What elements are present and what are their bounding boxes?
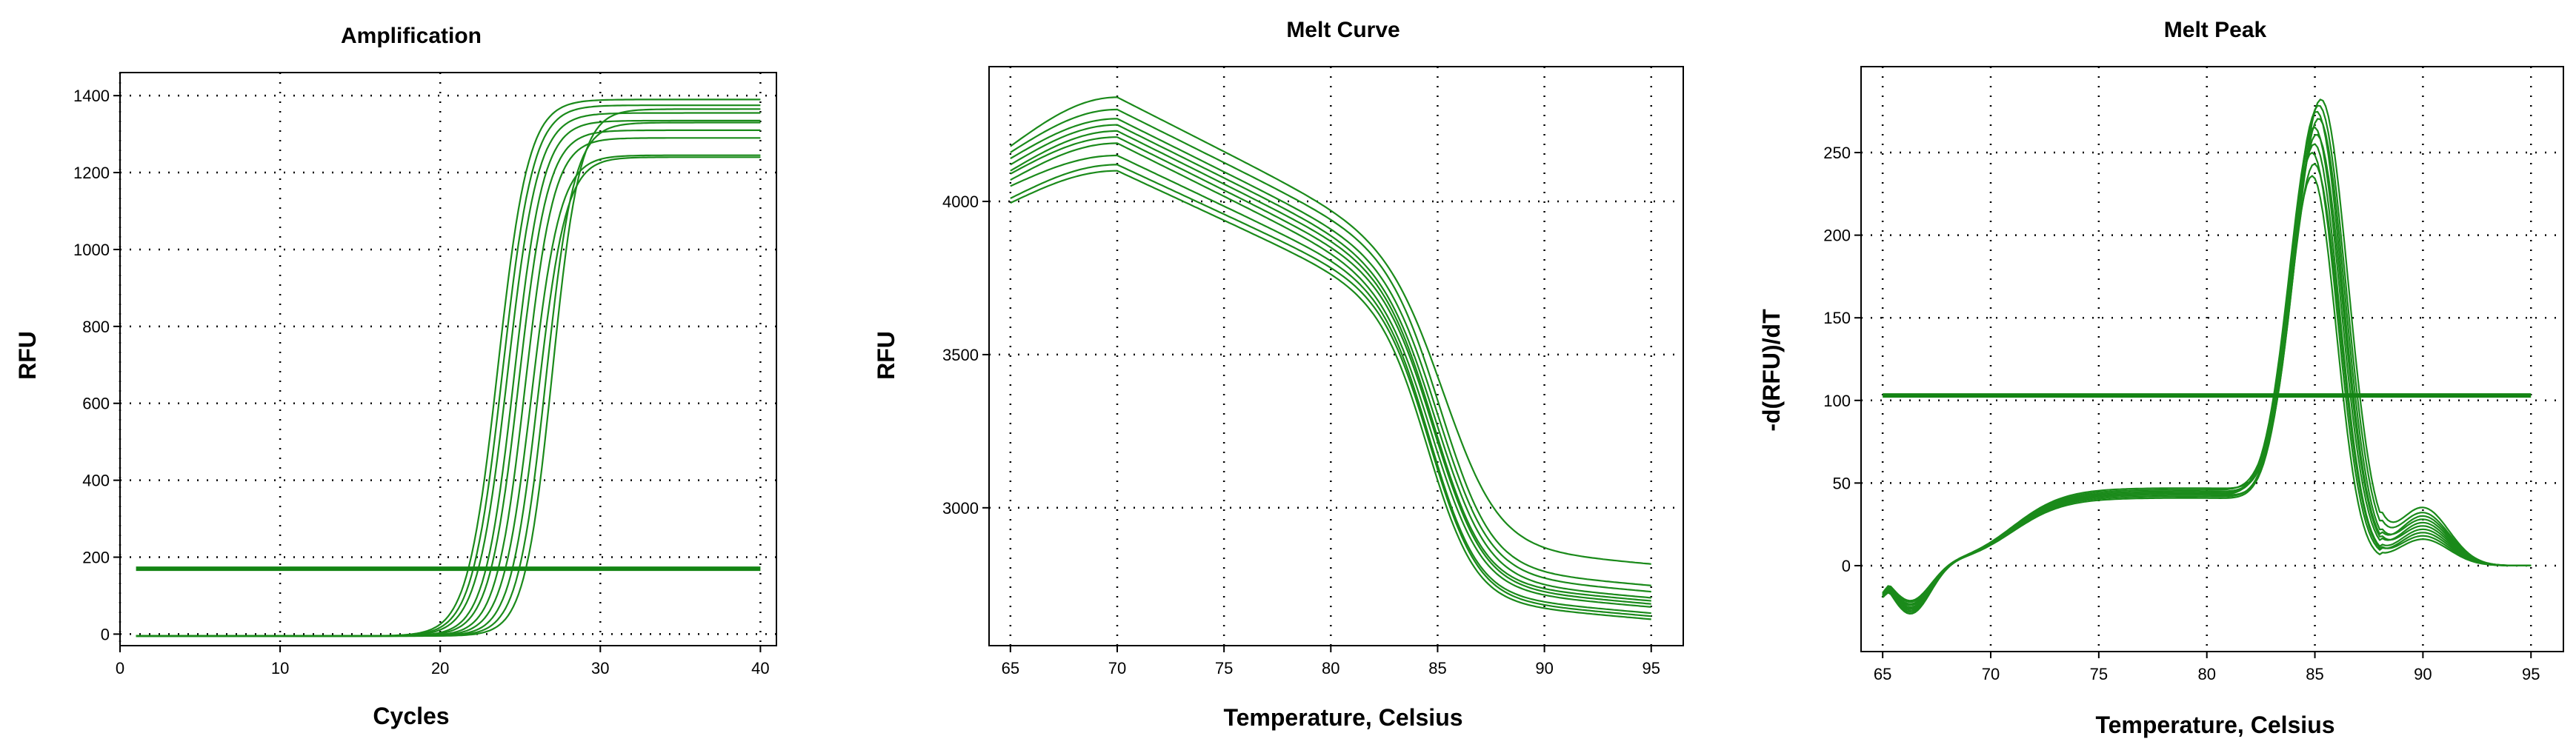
chart-melt-peak: Melt Peak Temperature, Celsius -d(RFU)/d… [1758,18,2564,738]
y-axis-label: RFU [14,331,41,380]
y-tick-label: 1200 [73,164,110,182]
x-tick-label: 40 [751,659,769,677]
plot-frame [988,66,1684,646]
y-tick-label: 4000 [942,193,979,211]
series-line [136,119,761,637]
y-tick-label: 800 [82,318,110,336]
x-tick-label: 65 [1874,665,1891,683]
x-tick-label: 75 [2090,665,2108,683]
plot-frame [119,72,777,646]
chart-amplification: Amplification Cycles RFU 0 10 20 30 40020040… [14,24,777,729]
x-tick-label: 85 [2306,665,2323,683]
series-line [136,121,761,637]
y-tick-label: 400 [82,472,110,490]
x-tick-label: 85 [1428,659,1446,677]
x-tick-label: 65 [1002,659,1019,677]
x-tick-label: 90 [2414,665,2432,683]
series-line [1882,175,2532,610]
y-tick-label: 200 [1823,227,1851,245]
x-tick-label: 30 [591,659,609,677]
x-tick-label: 95 [1643,659,1660,677]
series-line [136,108,761,637]
series-line [1010,118,1651,593]
series-line [136,98,761,637]
y-tick-label: 50 [1833,474,1851,492]
y-tick-label: 150 [1823,309,1851,327]
x-axis-label: Cycles [373,703,449,729]
x-tick-label: 80 [2197,665,2215,683]
x-axis-label: Temperature, Celsius [1223,704,1462,731]
chart-title: Melt Curve [1286,18,1400,42]
x-tick-label: 70 [1982,665,2000,683]
series-line [1882,118,2532,603]
chart-title: Amplification [341,24,482,48]
y-axis-label: RFU [873,331,899,380]
series-line [1010,124,1651,599]
plot-area: 65 70 75 80 85 90 95 3000 3500 4000 [942,66,1684,677]
series-line [136,156,761,637]
series-line [1010,164,1651,618]
chart-melt-curve: Melt Curve Temperature, Celsius RFU 65 70… [873,18,1684,731]
series-line [1010,96,1651,565]
series-line [1010,142,1651,608]
series-line [1010,108,1651,586]
x-tick-label: 95 [2522,665,2540,683]
series-line [136,137,761,637]
series-line [1010,154,1651,615]
series-line [1882,163,2532,602]
x-tick-label: 80 [1322,659,1339,677]
plot-frame [1860,66,2564,652]
x-tick-label: 70 [1108,659,1126,677]
x-tick-label: 20 [431,659,449,677]
x-tick-label: 90 [1535,659,1553,677]
y-tick-label: 3000 [942,499,979,518]
y-axis-label: -d(RFU)/dT [1758,309,1785,432]
series-line [1010,130,1651,602]
series-line [1882,110,2532,613]
x-tick-label: 10 [271,659,289,677]
x-axis-label: Temperature, Celsius [2095,712,2334,738]
series-line [136,129,761,637]
y-tick-label: 600 [82,395,110,413]
y-tick-label: 1000 [73,241,110,259]
y-tick-label: 0 [101,625,110,643]
series-line [136,154,761,637]
y-tick-label: 0 [1842,557,1851,575]
series-line [1010,170,1651,620]
y-tick-label: 100 [1823,392,1851,410]
y-tick-label: 200 [82,549,110,567]
y-tick-label: 3500 [942,346,979,364]
y-tick-label: 1400 [73,87,110,105]
x-tick-label: 75 [1215,659,1233,677]
x-tick-label: 0 [116,659,124,677]
y-tick-label: 250 [1823,144,1851,162]
chart-title: Melt Peak [2164,18,2267,42]
series-line [1010,136,1651,605]
plot-area: 65 70 75 80 85 90 95 0 50 100 150 200 250 [1823,66,2564,683]
